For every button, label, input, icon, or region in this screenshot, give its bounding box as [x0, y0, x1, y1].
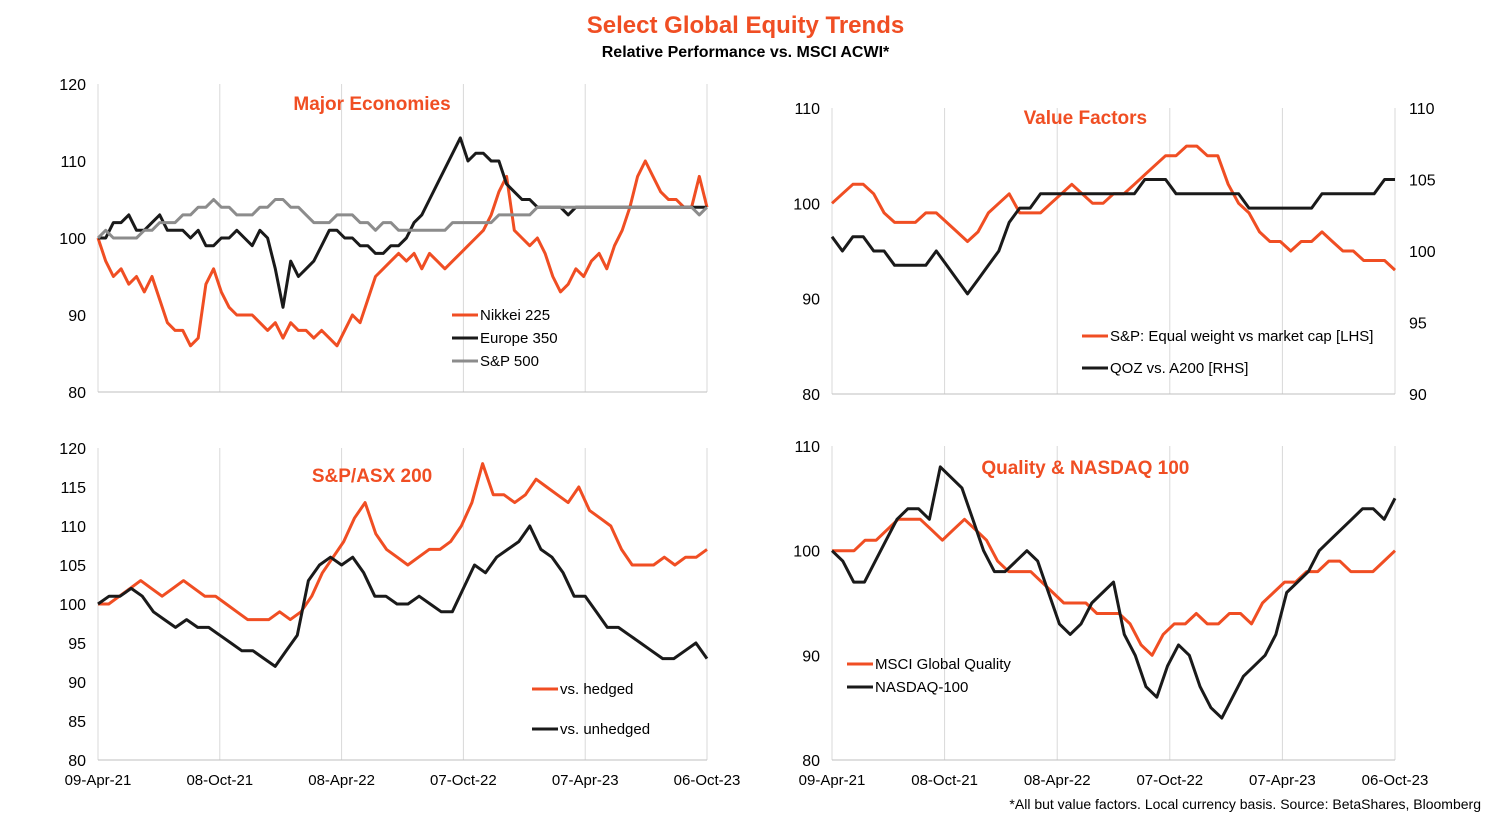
x-tick-label: 07-Oct-22 — [1136, 772, 1203, 789]
legend-label: Europe 350 — [480, 330, 558, 347]
x-tick-label: 07-Apr-23 — [1249, 772, 1316, 789]
y-tick-label: 110 — [60, 154, 86, 171]
y-tick-label: 120 — [59, 77, 86, 94]
x-tick-label: 07-Apr-23 — [552, 772, 619, 789]
y-tick-label: 110 — [60, 519, 86, 536]
y-tick-label: 120 — [59, 441, 86, 458]
legend-label: Nikkei 225 — [480, 307, 550, 324]
y2-tick-label: 100 — [1409, 244, 1436, 261]
x-tick-label: 07-Oct-22 — [430, 772, 497, 789]
y-tick-label: 90 — [802, 648, 820, 665]
legend-label: NASDAQ-100 — [875, 679, 968, 696]
x-tick-label: 08-Apr-22 — [1024, 772, 1091, 789]
y-tick-label: 110 — [794, 101, 820, 118]
chart-subtitle: Relative Performance vs. MSCI ACWI* — [601, 44, 890, 61]
series-line — [96, 198, 709, 240]
series-line — [98, 462, 708, 622]
x-tick-label: 06-Oct-23 — [674, 772, 741, 789]
series-line — [830, 178, 1395, 296]
legend-label: S&P: Equal weight vs market cap [LHS] — [1110, 328, 1373, 345]
y-tick-label: 80 — [68, 753, 86, 770]
panel-title: S&P/ASX 200 — [312, 466, 432, 487]
y2-tick-label: 95 — [1409, 316, 1427, 333]
y-tick-label: 110 — [794, 439, 820, 456]
y-tick-label: 100 — [59, 597, 86, 614]
y-tick-label: 95 — [68, 636, 86, 653]
legend-label: vs. unhedged — [560, 721, 650, 738]
y-tick-label: 90 — [68, 675, 86, 692]
legend-label: vs. hedged — [560, 681, 633, 698]
series-line — [98, 136, 707, 309]
legend-label: S&P 500 — [480, 353, 539, 370]
y-tick-label: 85 — [68, 714, 86, 731]
y-tick-label: 115 — [60, 480, 86, 497]
panel-title: Major Economies — [293, 94, 450, 115]
y-tick-label: 100 — [793, 544, 820, 561]
y2-tick-label: 110 — [1409, 101, 1435, 118]
y-tick-label: 90 — [68, 308, 86, 325]
y-tick-label: 100 — [793, 196, 820, 213]
y-tick-label: 80 — [802, 753, 820, 770]
x-tick-label: 08-Apr-22 — [308, 772, 375, 789]
footnote: *All but value factors. Local currency b… — [1009, 796, 1481, 812]
panel-title: Value Factors — [1024, 108, 1148, 129]
y-tick-label: 100 — [59, 231, 86, 248]
x-tick-label: 08-Oct-21 — [186, 772, 253, 789]
y-tick-label: 105 — [59, 558, 86, 575]
x-tick-label: 09-Apr-21 — [799, 772, 866, 789]
y2-tick-label: 105 — [1409, 173, 1436, 190]
series-line — [830, 465, 1397, 720]
x-tick-label: 08-Oct-21 — [911, 772, 978, 789]
series-line — [96, 159, 709, 348]
panel-title: Quality & NASDAQ 100 — [981, 458, 1189, 479]
y-tick-label: 90 — [802, 292, 820, 309]
series-line — [97, 524, 709, 668]
legend-label: MSCI Global Quality — [875, 656, 1011, 673]
y2-tick-label: 90 — [1409, 387, 1427, 404]
x-tick-label: 06-Oct-23 — [1362, 772, 1429, 789]
chart-title: Select Global Equity Trends — [586, 12, 905, 39]
legend-label: QOZ vs. A200 [RHS] — [1110, 360, 1248, 377]
y-tick-label: 80 — [68, 385, 86, 402]
x-tick-label: 09-Apr-21 — [65, 772, 132, 789]
y-tick-label: 80 — [802, 387, 820, 404]
